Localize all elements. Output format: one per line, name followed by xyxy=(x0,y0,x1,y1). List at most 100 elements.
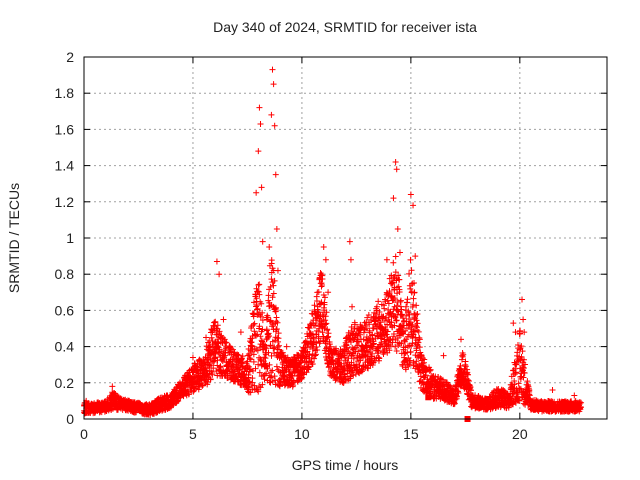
data-point xyxy=(322,313,329,320)
data-point xyxy=(384,328,391,335)
data-point xyxy=(349,303,356,310)
data-point xyxy=(253,295,260,302)
data-point xyxy=(401,338,408,345)
data-point xyxy=(237,329,244,336)
data-point xyxy=(381,305,388,312)
data-point xyxy=(211,319,218,326)
data-point xyxy=(440,352,447,359)
data-point xyxy=(407,256,414,263)
data-point xyxy=(356,362,363,369)
y-tick-label: 1.6 xyxy=(55,121,75,137)
data-point xyxy=(419,360,426,367)
data-point xyxy=(389,280,396,287)
data-point xyxy=(311,355,318,362)
data-point xyxy=(360,336,367,343)
data-point xyxy=(513,361,520,368)
data-point xyxy=(363,348,370,355)
data-point xyxy=(263,370,270,377)
data-point xyxy=(270,290,277,297)
data-point xyxy=(313,343,320,350)
data-point xyxy=(229,346,236,353)
x-axis-ticks: 0 5 10 15 20 xyxy=(80,57,528,442)
data-point xyxy=(341,366,348,373)
data-point xyxy=(255,148,262,155)
data-point xyxy=(358,368,365,375)
data-point xyxy=(273,326,280,333)
data-point xyxy=(516,330,523,337)
data-point xyxy=(304,348,311,355)
data-point xyxy=(403,312,410,319)
data-point xyxy=(265,349,272,356)
data-point xyxy=(270,345,277,352)
data-point xyxy=(223,339,230,346)
data-point xyxy=(258,300,265,307)
data-point xyxy=(414,311,421,318)
data-point xyxy=(405,308,412,315)
data-point xyxy=(253,189,260,196)
data-point xyxy=(492,405,499,412)
data-point xyxy=(274,344,281,351)
data-point xyxy=(549,387,556,394)
data-point xyxy=(267,374,274,381)
data-point xyxy=(400,315,407,322)
data-point xyxy=(451,400,458,407)
data-point xyxy=(333,345,340,352)
data-point xyxy=(370,325,377,332)
data-point xyxy=(281,372,288,379)
data-point xyxy=(254,288,261,295)
y-tick-label: 1.8 xyxy=(55,85,75,101)
data-point xyxy=(350,372,357,379)
data-point xyxy=(221,336,228,343)
data-point xyxy=(312,351,319,358)
data-point xyxy=(413,358,420,365)
data-point xyxy=(256,291,263,298)
data-point xyxy=(394,225,401,232)
data-point xyxy=(159,407,166,414)
data-point xyxy=(199,382,206,389)
data-point xyxy=(391,313,398,320)
data-point xyxy=(519,296,526,303)
data-point xyxy=(392,158,399,165)
data-point xyxy=(305,364,312,371)
data-point xyxy=(272,171,279,178)
data-point xyxy=(300,365,307,372)
data-point xyxy=(247,389,254,396)
data-point xyxy=(367,316,374,323)
data-point xyxy=(386,289,393,296)
data-point xyxy=(373,303,380,310)
data-point xyxy=(309,360,316,367)
data-point xyxy=(313,297,320,304)
data-point xyxy=(269,367,276,374)
data-point xyxy=(263,336,270,343)
data-point xyxy=(309,311,316,318)
x-tick-label: 15 xyxy=(403,426,419,442)
data-point xyxy=(268,352,275,359)
data-point xyxy=(207,376,214,383)
data-point xyxy=(273,225,280,232)
data-point xyxy=(520,316,527,323)
data-point xyxy=(109,383,116,390)
data-point xyxy=(393,317,400,324)
data-point xyxy=(319,282,326,289)
data-point xyxy=(396,288,403,295)
data-point xyxy=(250,351,257,358)
data-point xyxy=(323,309,330,316)
data-point xyxy=(254,347,261,354)
data-point xyxy=(186,391,193,398)
data-point xyxy=(402,344,409,351)
data-point xyxy=(259,238,266,245)
x-axis-label: GPS time / hours xyxy=(292,457,399,473)
data-point xyxy=(357,357,364,364)
data-point xyxy=(521,329,528,336)
data-point xyxy=(310,340,317,347)
data-point xyxy=(407,348,414,355)
data-point xyxy=(388,293,395,300)
data-point xyxy=(577,404,584,411)
data-point xyxy=(275,330,282,337)
data-point xyxy=(268,301,275,308)
data-point xyxy=(396,276,403,283)
data-point xyxy=(274,319,281,326)
data-point xyxy=(264,316,271,323)
data-point xyxy=(416,344,423,351)
data-point xyxy=(397,297,404,304)
